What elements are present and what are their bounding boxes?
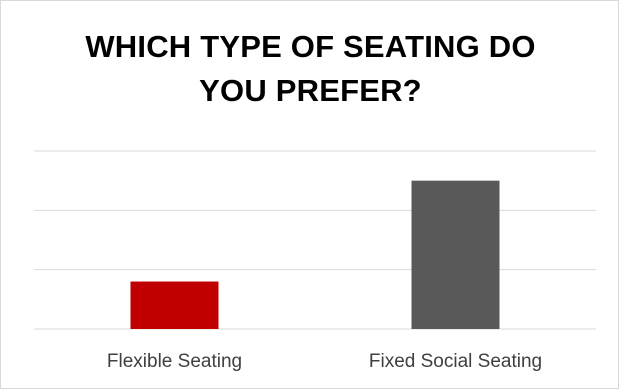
bar-flexible-seating bbox=[131, 282, 219, 329]
x-tick-label: Flexible Seating bbox=[107, 351, 242, 372]
x-tick-label: Fixed Social Seating bbox=[369, 351, 542, 372]
bar-fixed-social-seating bbox=[412, 181, 500, 329]
